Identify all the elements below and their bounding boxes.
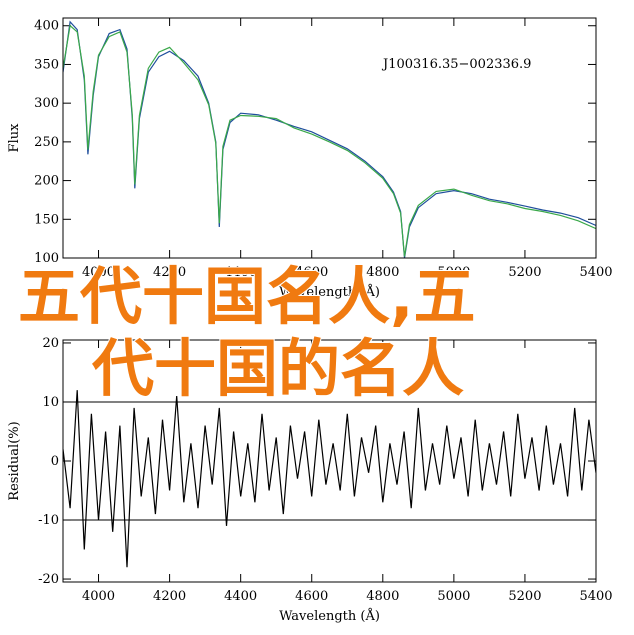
- x-tick-label: 5200: [508, 589, 541, 604]
- x-tick-label: 4800: [366, 589, 399, 604]
- x-tick-label: 4600: [295, 589, 328, 604]
- x-tick-label: 4600: [295, 265, 328, 280]
- y-tick-label: 150: [34, 212, 59, 227]
- y-axis-label: Residual(%): [7, 421, 22, 500]
- y-tick-label: 200: [34, 174, 59, 189]
- x-tick-label: 4400: [224, 265, 257, 280]
- x-tick-label: 5400: [579, 589, 612, 604]
- series-line: [63, 390, 596, 568]
- overlay-text: 五代十国名人,五: [18, 260, 476, 333]
- y-tick-label: 400: [34, 19, 59, 34]
- x-tick-label: 5400: [579, 265, 612, 280]
- x-axis-label: Wavelength (Å): [279, 284, 380, 300]
- plot-frame: [62, 17, 597, 259]
- y-tick-label: -20: [38, 572, 59, 587]
- x-tick-label: 4000: [82, 589, 115, 604]
- x-tick-label: 4000: [82, 265, 115, 280]
- x-tick-label: 4200: [153, 265, 186, 280]
- y-tick-label: -10: [38, 513, 59, 528]
- overlay-text: 代十国的名人: [91, 332, 464, 405]
- x-tick-label: 4200: [153, 589, 186, 604]
- y-tick-label: 20: [42, 336, 59, 351]
- y-tick-label: 250: [34, 135, 59, 150]
- x-tick-label: 4400: [224, 589, 257, 604]
- y-tick-label: 300: [34, 96, 59, 111]
- x-axis-label: Wavelength (Å): [279, 608, 380, 624]
- annotation: J100316.35−002336.9: [381, 57, 531, 72]
- y-axis-label: Flux: [7, 123, 22, 153]
- y-tick-label: 0: [51, 454, 59, 469]
- x-tick-label: 5200: [508, 265, 541, 280]
- y-tick-label: 350: [34, 57, 59, 72]
- series-line: [63, 24, 596, 257]
- y-tick-label: 10: [42, 395, 59, 410]
- x-tick-label: 5000: [437, 265, 470, 280]
- y-tick-label: 100: [34, 251, 59, 266]
- x-tick-label: 4800: [366, 265, 399, 280]
- plot-frame: [62, 339, 597, 583]
- x-tick-label: 5000: [437, 589, 470, 604]
